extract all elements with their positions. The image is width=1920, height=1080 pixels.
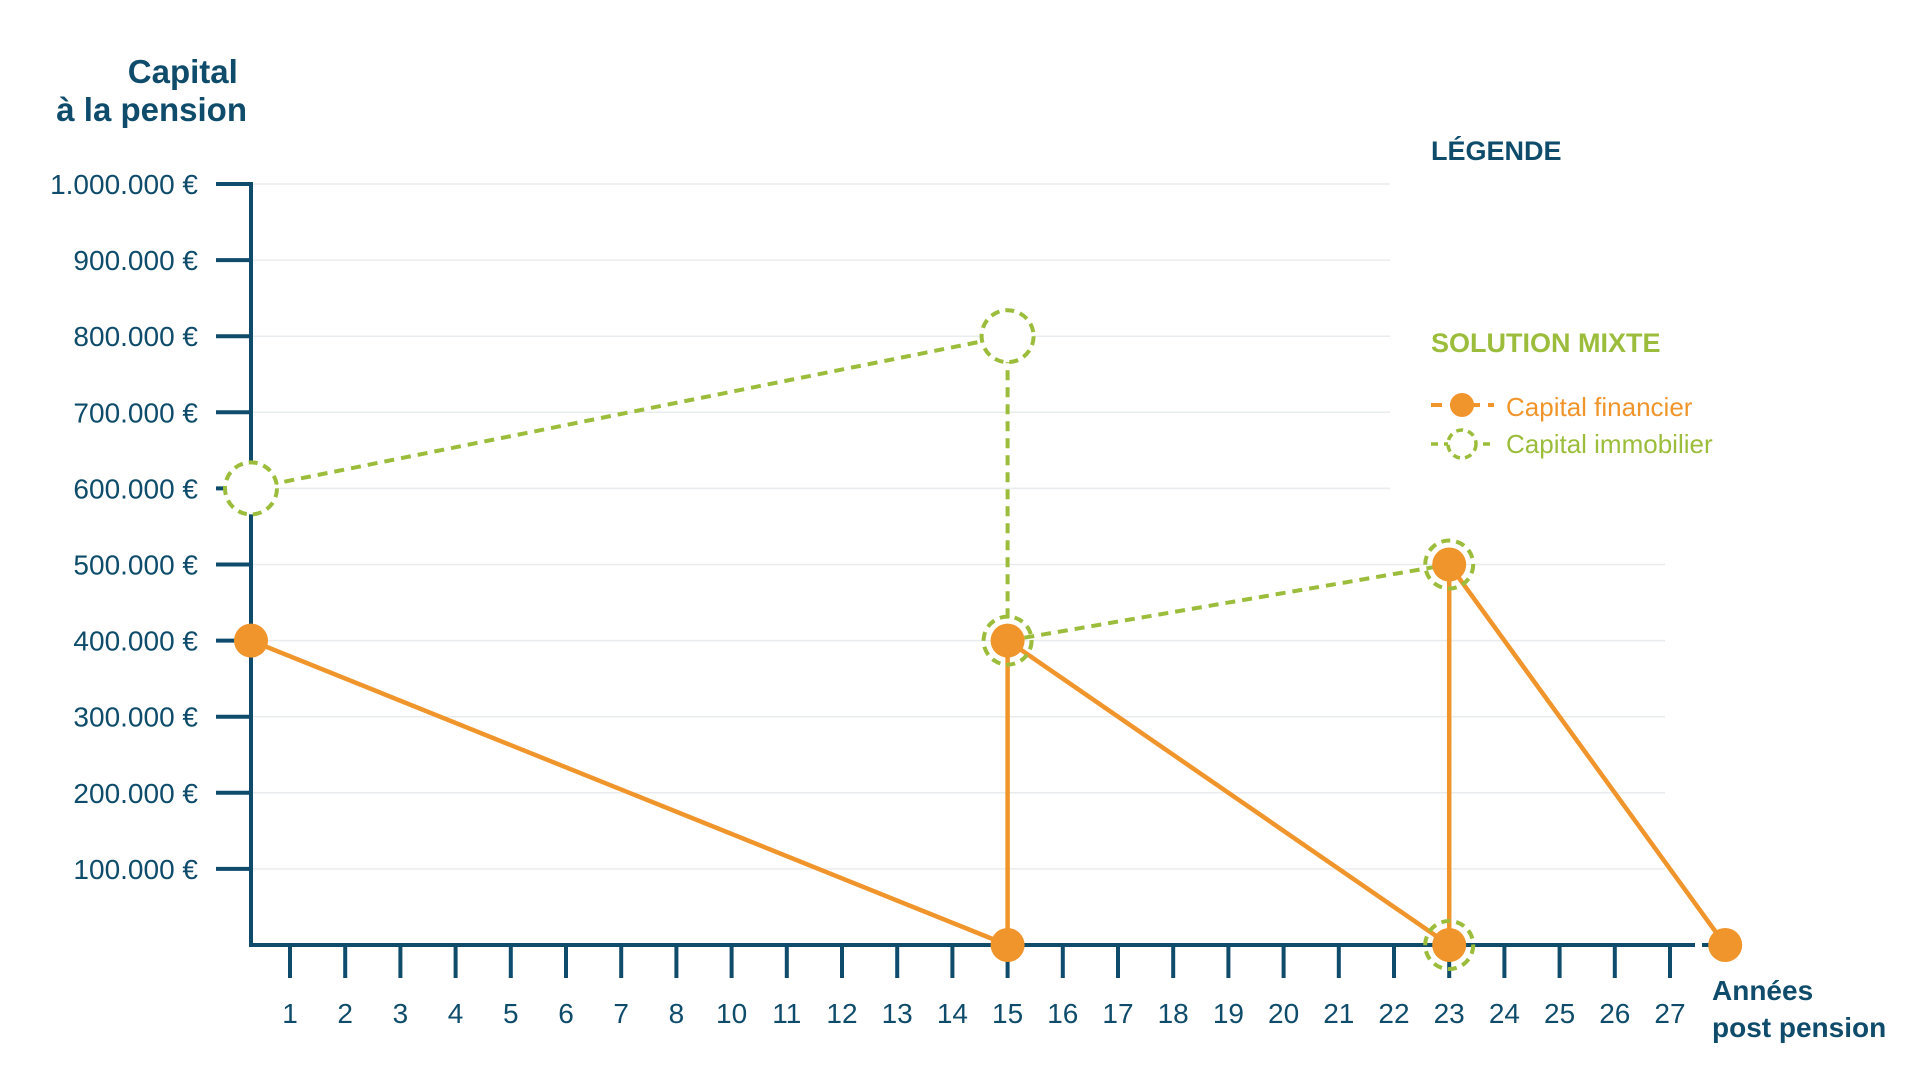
financier-segment [1447,563,1728,947]
y-tick-label: 700.000 € [73,397,198,428]
x-axis-title: Années post pension [1712,975,1886,1043]
financier-point [1432,547,1467,582]
financier-point [1432,928,1467,962]
y-tick-label: 1.000.000 € [50,169,198,200]
legend: LÉGENDE SOLUTION MIXTE Capital financier… [1431,135,1713,460]
legend-label-capital-financier: Capital financier [1506,392,1693,422]
x-tick-label: 26 [1599,998,1630,1029]
x-tick-label: 2 [337,998,353,1029]
immobilier-point [1423,919,1476,971]
financier-point [990,928,1025,962]
y-tick-label: 800.000 € [73,321,198,352]
immobilier-point [223,460,279,517]
x-tick-label: 6 [558,998,574,1029]
immobilier-segment [250,334,1008,491]
financier-point [234,623,268,658]
x-ticks: 1 2 3 4 5 6 7 8 10 11 12 13 14 15 16 17 18 19 20 21 22 23 24 25… [282,945,1686,1029]
y-tick-label: 900.000 € [73,245,198,276]
x-tick-label: 24 [1489,998,1520,1029]
x-tick-label: 12 [826,998,857,1029]
legend-label-capital-immobilier: Capital immobilier [1506,429,1713,459]
x-tick-label: 11 [772,998,801,1029]
x-tick-label: 7 [613,998,629,1029]
financier-point [990,623,1025,658]
legend-title: LÉGENDE [1431,135,1562,166]
immobilier-point [1423,538,1476,591]
x-tick-label: 23 [1434,998,1465,1029]
x-tick-label: 21 [1323,998,1354,1029]
x-tick-label: 17 [1102,998,1133,1029]
x-tick-label: 18 [1158,998,1189,1029]
y-tick-label: 300.000 € [73,702,198,733]
x-tick-label: 20 [1268,998,1299,1029]
legend-financier-marker [1450,393,1474,417]
grid-lines [251,183,1665,870]
x-tick-label: 1 [282,998,298,1029]
y-tick-label: 100.000 € [73,854,198,885]
x-tick-label: 3 [393,998,409,1029]
y-axis-title-line-1: Capital [128,53,238,90]
financier-segment [1006,638,1451,947]
y-tick-label: 200.000 € [73,778,198,809]
y-ticks: 100.000 € 200.000 € 300.000 € 400.000 € 500.… [50,169,251,885]
x-tick-label: 10 [716,998,747,1029]
immobilier-point [981,614,1034,667]
x-tick-label: 5 [503,998,519,1029]
x-tick-label: 14 [937,998,968,1029]
series-capital-financier [250,563,1728,948]
immobilier-segment [1007,562,1450,643]
financier-segment [250,638,1009,948]
x-tick-label: 13 [882,998,913,1029]
x-tick-label: 15 [992,998,1023,1029]
x-tick-label: 19 [1213,998,1244,1029]
x-tick-label: 8 [669,998,685,1029]
y-axis-title-line-2: à la pension [56,91,247,128]
legend-subtitle: SOLUTION MIXTE [1431,328,1661,358]
x-tick-label: 25 [1544,998,1575,1029]
x-tick-label: 16 [1047,998,1078,1029]
y-tick-label: 600.000 € [73,473,198,504]
immobilier-point [979,308,1036,365]
markers-capital-financier [234,547,1743,962]
x-tick-label: 27 [1654,998,1685,1029]
x-tick-label: 4 [448,998,464,1029]
y-tick-label: 400.000 € [73,626,198,657]
x-tick-label: 22 [1378,998,1409,1029]
financier-point [1708,928,1743,962]
y-tick-label: 500.000 € [73,550,198,581]
x-axis-title-line-2: post pension [1712,1012,1886,1043]
x-axis-title-line-1: Années [1712,975,1813,1006]
y-axis-title: Capital à la pension [56,53,247,128]
markers-capital-immobilier [223,308,1476,971]
legend-immobilier-marker [1446,428,1478,460]
